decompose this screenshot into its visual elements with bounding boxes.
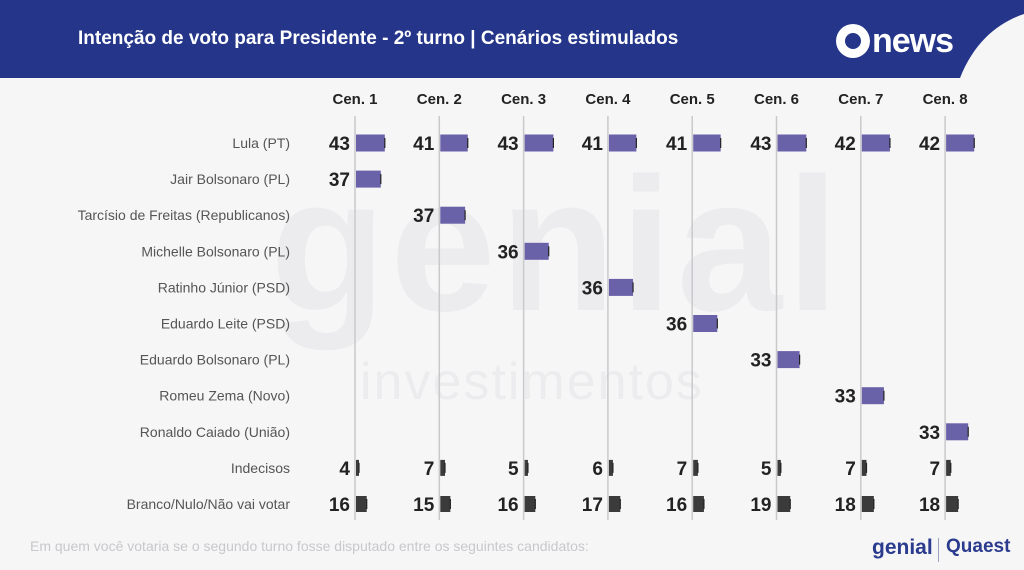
scenario-header: Cen. 3 <box>501 91 546 108</box>
data-label: 33 <box>919 423 940 444</box>
data-label: 7 <box>424 459 435 480</box>
scenario-header: Cen. 4 <box>585 91 631 108</box>
data-bar <box>777 496 791 512</box>
header-background <box>0 0 1024 78</box>
data-label: 18 <box>835 495 856 516</box>
header-bar: Intenção de voto para Presidente - 2º tu… <box>0 0 1024 78</box>
scenario-header: Cen. 6 <box>754 91 799 108</box>
question-footnote: Em quem você votaria se o segundo turno … <box>30 538 589 554</box>
row-label: Eduardo Bolsonaro (PL) <box>140 352 290 368</box>
data-bar <box>356 496 367 512</box>
data-bar <box>524 242 549 260</box>
data-bar <box>440 496 451 512</box>
data-label: 18 <box>919 495 940 516</box>
globo-ring-icon <box>836 24 870 58</box>
data-bar <box>608 459 613 476</box>
scenario-header: Cen. 5 <box>670 91 715 108</box>
row-label: Ratinho Júnior (PSD) <box>158 279 290 295</box>
data-label: 7 <box>845 459 856 480</box>
data-label: 19 <box>750 495 771 516</box>
data-label: 16 <box>329 495 350 516</box>
data-bar <box>777 134 807 152</box>
data-label: 41 <box>666 134 688 155</box>
row-label: Lula (PT) <box>232 135 290 151</box>
data-bar <box>946 496 959 512</box>
data-label: 42 <box>919 134 940 155</box>
data-label: 42 <box>835 134 856 155</box>
data-bar <box>524 134 554 152</box>
data-label: 33 <box>750 351 771 372</box>
data-bar <box>440 134 468 152</box>
row-label: Indecisos <box>231 460 290 476</box>
data-label: 36 <box>497 242 518 263</box>
data-label: 43 <box>497 134 518 155</box>
data-label: 16 <box>497 495 518 516</box>
data-label: 15 <box>413 495 435 516</box>
data-bar <box>946 423 969 441</box>
data-bar <box>861 496 874 512</box>
data-bar <box>440 459 445 476</box>
data-label: 37 <box>329 170 350 191</box>
data-label: 16 <box>666 495 687 516</box>
data-bar <box>524 496 536 512</box>
data-label: 41 <box>582 134 604 155</box>
chart-title: Intenção de voto para Presidente - 2º tu… <box>78 28 679 49</box>
data-bar <box>693 315 718 332</box>
data-label: 7 <box>930 459 941 480</box>
scenario-header: Cen. 2 <box>417 91 462 108</box>
row-label: Branco/Nulo/Não vai votar <box>127 496 291 512</box>
data-bar <box>440 206 466 224</box>
data-bar <box>356 459 359 476</box>
data-label: 5 <box>508 459 519 480</box>
data-label: 43 <box>750 134 771 155</box>
watermark-investimentos: investimentos <box>360 353 704 411</box>
data-label: 17 <box>582 495 603 516</box>
row-label: Michelle Bolsonaro (PL) <box>141 243 290 259</box>
data-label: 7 <box>677 459 688 480</box>
row-label: Tarcísio de Freitas (Republicanos) <box>78 207 290 223</box>
scenario-header: Cen. 7 <box>838 91 883 108</box>
data-bar <box>356 170 381 188</box>
data-bar <box>777 351 800 369</box>
data-bar <box>861 134 890 152</box>
data-label: 5 <box>761 459 772 480</box>
genial-logo: genial <box>872 536 933 559</box>
data-label: 4 <box>339 459 350 480</box>
row-label: Jair Bolsonaro (PL) <box>170 171 290 187</box>
data-label: 6 <box>592 459 603 480</box>
data-bar <box>861 387 884 405</box>
data-bar <box>608 134 637 152</box>
data-bar <box>946 459 951 476</box>
scenario-header: Cen. 1 <box>332 91 377 108</box>
data-label: 36 <box>666 315 687 336</box>
data-bar <box>524 459 528 476</box>
row-label: Romeu Zema (Novo) <box>159 388 290 404</box>
data-label: 41 <box>413 134 435 155</box>
scenario-header: Cen. 8 <box>923 91 968 108</box>
data-label: 36 <box>582 278 603 299</box>
data-bar <box>946 134 975 152</box>
data-label: 37 <box>413 206 434 227</box>
data-bar <box>693 134 721 152</box>
data-label: 33 <box>835 387 856 408</box>
row-label: Eduardo Leite (PSD) <box>161 316 290 332</box>
data-label: 43 <box>329 134 350 155</box>
data-bar <box>608 278 634 296</box>
row-label: Ronaldo Caiado (União) <box>140 424 290 440</box>
data-bar <box>356 134 385 152</box>
data-bar <box>693 459 698 476</box>
logo-wordmark: news <box>872 22 954 60</box>
globonews-logo: news <box>836 22 954 60</box>
data-bar <box>777 459 781 476</box>
data-bar <box>693 496 704 512</box>
data-bar <box>861 459 867 476</box>
brand-divider <box>938 538 939 562</box>
quaest-logo: Quaest <box>946 536 1011 557</box>
data-bar <box>608 496 621 512</box>
